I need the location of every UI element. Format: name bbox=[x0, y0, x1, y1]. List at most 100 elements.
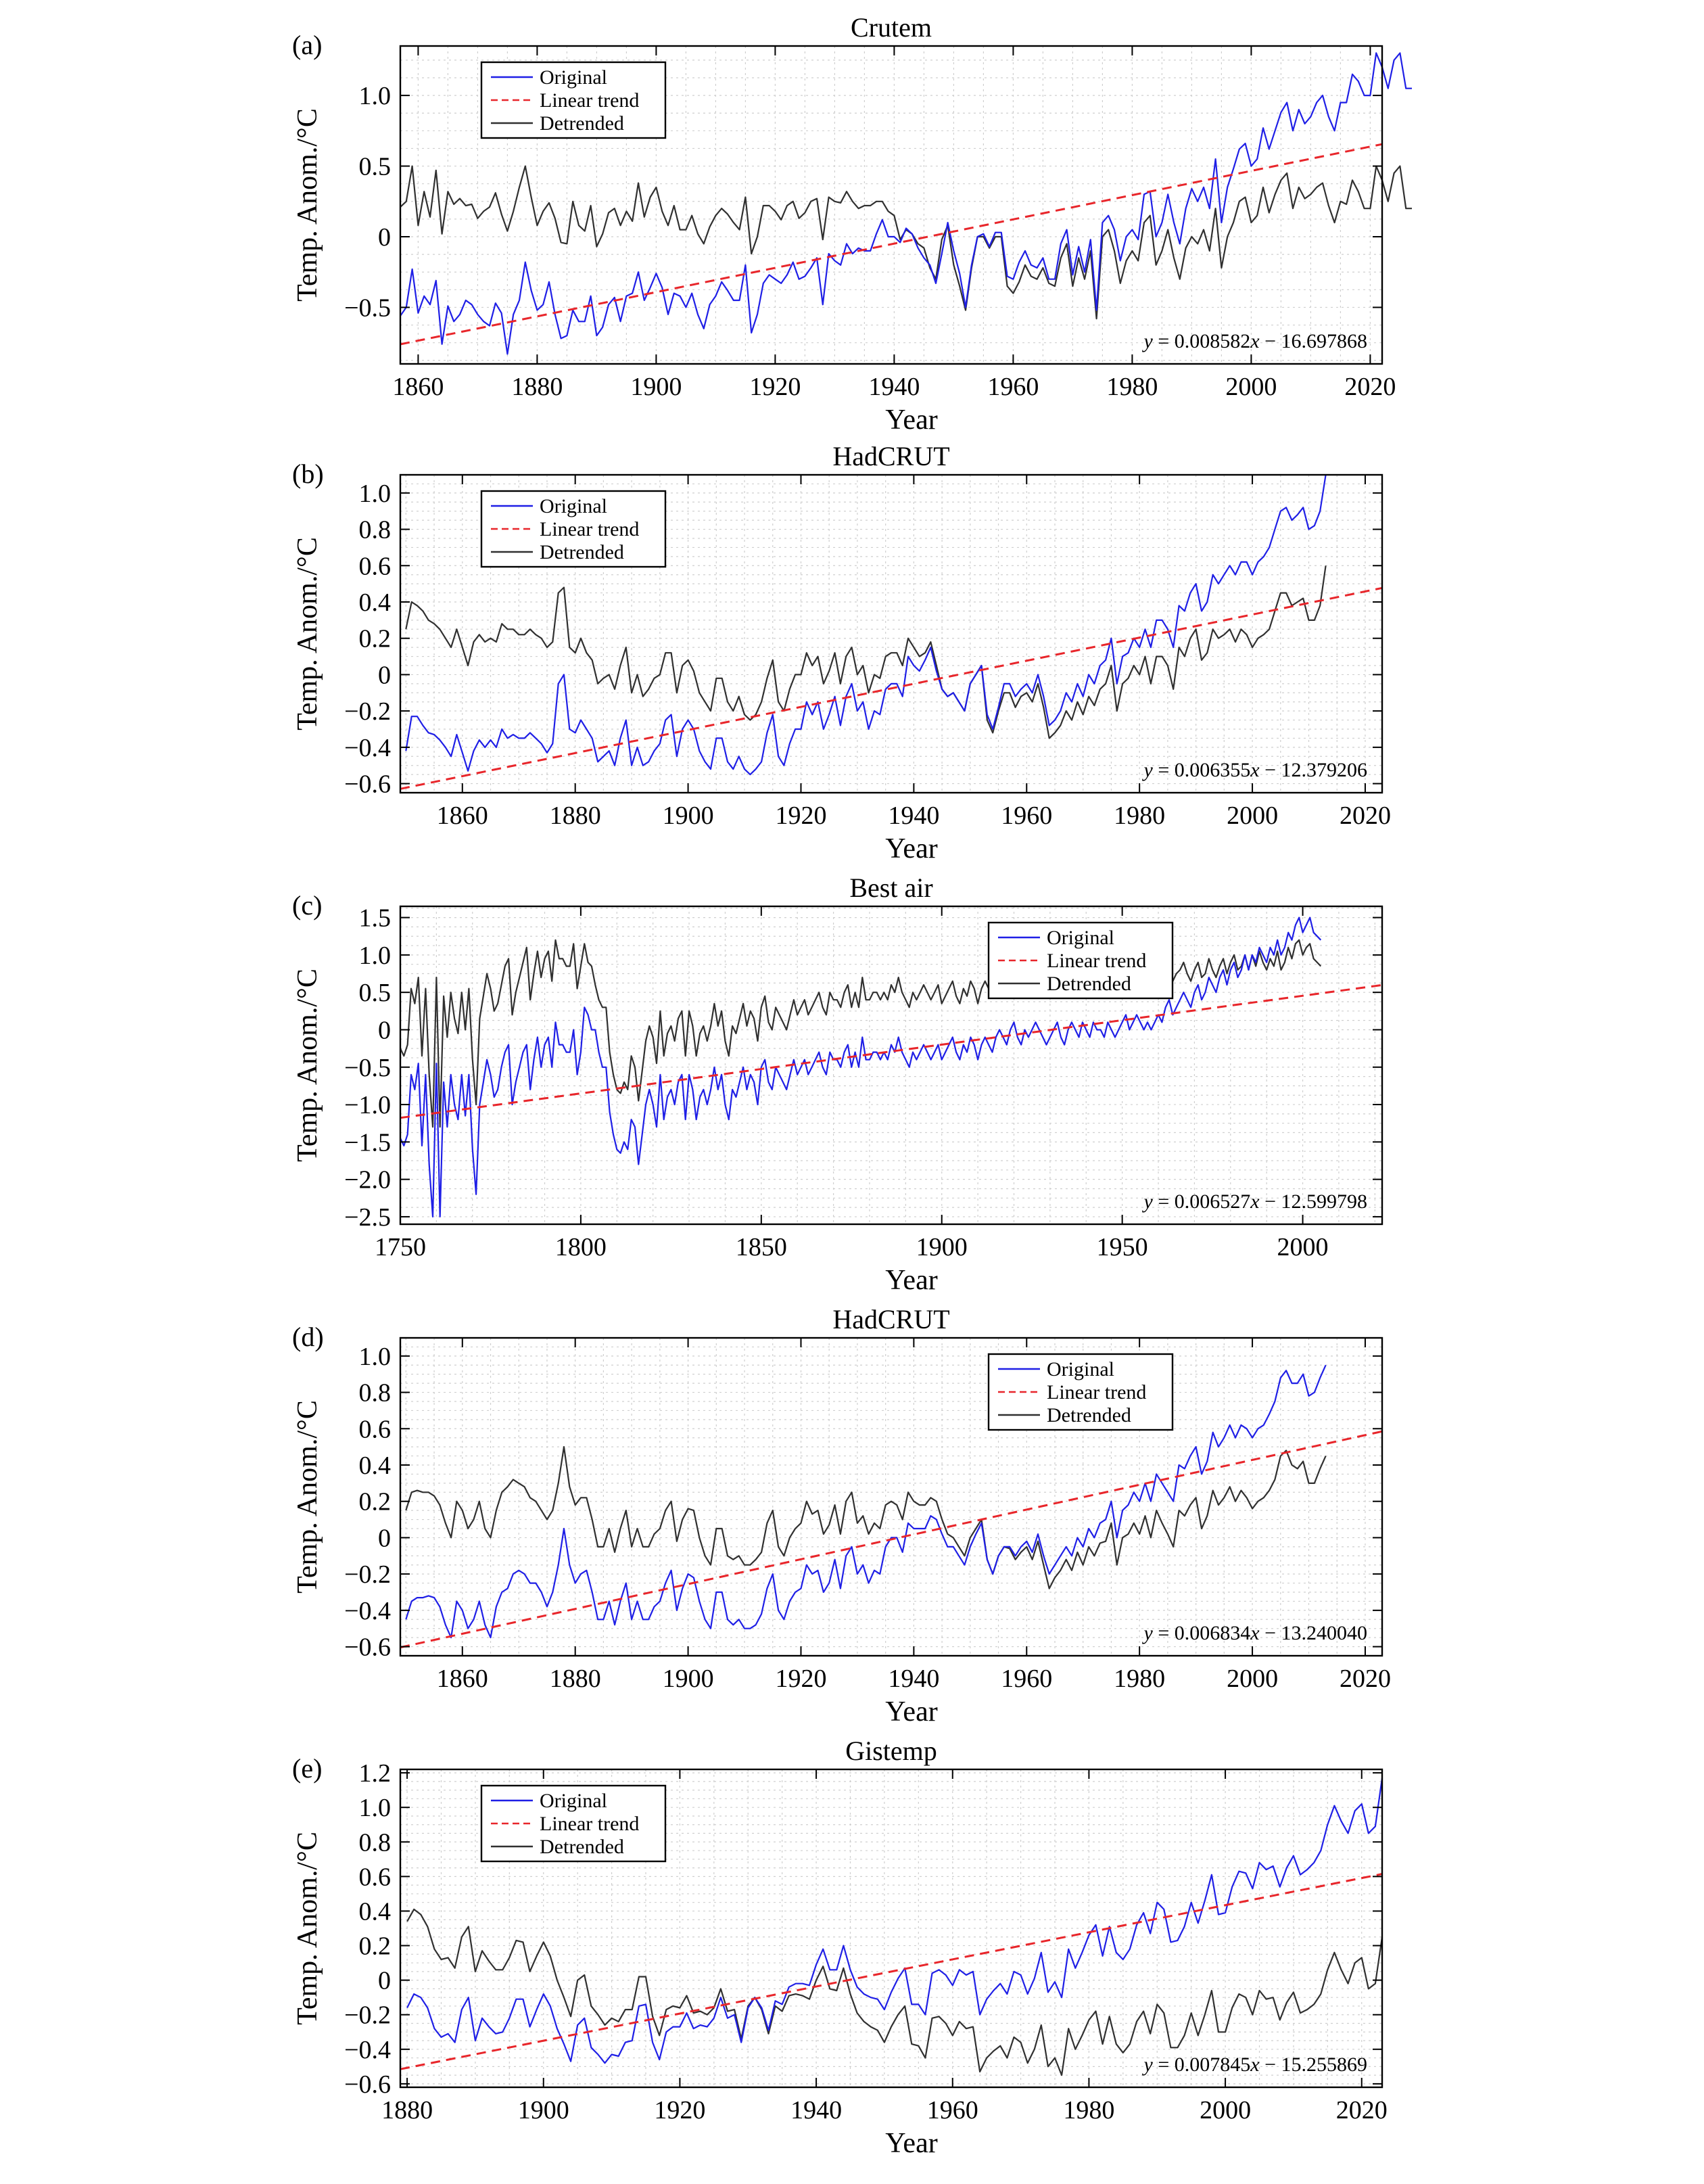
legend-entry: Detrended bbox=[1047, 1404, 1131, 1426]
x-tick-label: 2020 bbox=[1344, 373, 1396, 401]
trend-equation: y = 0.006355x − 12.379206 bbox=[1142, 759, 1368, 781]
x-axis-label: Year bbox=[885, 1696, 937, 1727]
panel-label: (c) bbox=[292, 890, 322, 921]
series-line-linear-trend bbox=[400, 983, 1383, 1119]
legend-entry: Linear trend bbox=[1047, 950, 1146, 972]
y-tick-label: 0.5 bbox=[359, 979, 392, 1007]
y-tick-label: 1.2 bbox=[359, 1759, 392, 1788]
x-tick-label: 1880 bbox=[381, 2096, 433, 2124]
series-line-linear-trend bbox=[400, 586, 1383, 790]
x-axis-label: Year bbox=[885, 404, 937, 436]
x-tick-label: 1960 bbox=[927, 2096, 978, 2124]
y-tick-label: −0.4 bbox=[344, 734, 391, 762]
x-tick-label: 1980 bbox=[1114, 801, 1165, 830]
y-tick-label: 0.4 bbox=[359, 1451, 392, 1480]
x-tick-label: 1850 bbox=[736, 1233, 787, 1261]
series-line-detrended bbox=[405, 1446, 1327, 1589]
eq-const: − 12.599798 bbox=[1260, 1190, 1367, 1213]
chart-title: Crutem bbox=[851, 12, 932, 43]
legend-entry: Linear trend bbox=[1047, 1381, 1146, 1403]
x-tick-label: 1960 bbox=[1001, 801, 1052, 830]
x-tick-label: 1980 bbox=[1114, 1665, 1165, 1693]
y-tick-label: −0.5 bbox=[344, 1054, 391, 1082]
y-tick-label: 0.6 bbox=[359, 1863, 392, 1891]
legend-entry: Original bbox=[540, 66, 607, 89]
legend-entry: Original bbox=[540, 495, 607, 517]
legend-entry: Detrended bbox=[540, 112, 624, 135]
plot-frame bbox=[399, 45, 1383, 365]
eq-coef: = 0.006355 bbox=[1153, 759, 1250, 781]
y-tick-label: 0.5 bbox=[359, 153, 392, 181]
legend-box bbox=[480, 1784, 667, 1863]
series-line-detrended bbox=[400, 939, 1322, 1128]
legend-box bbox=[987, 1353, 1174, 1431]
x-tick-label: 1900 bbox=[630, 373, 682, 401]
series-line-linear-trend bbox=[400, 143, 1383, 346]
y-tick-label: −2.5 bbox=[344, 1203, 391, 1232]
y-tick-label: 0 bbox=[378, 1524, 391, 1552]
x-tick-label: 2020 bbox=[1340, 1665, 1391, 1693]
x-tick-label: 1900 bbox=[518, 2096, 569, 2124]
y-tick-label: 0.4 bbox=[359, 1897, 392, 1926]
x-tick-label: 2020 bbox=[1336, 2096, 1388, 2124]
eq-y: y bbox=[1142, 2053, 1154, 2076]
x-tick-label: 1880 bbox=[550, 1665, 601, 1693]
y-tick-label: 0 bbox=[378, 1016, 391, 1044]
eq-coef: = 0.006527 bbox=[1153, 1190, 1250, 1213]
legend-entry: Linear trend bbox=[540, 518, 639, 540]
panel-label: (a) bbox=[292, 30, 322, 60]
eq-y: y bbox=[1142, 1190, 1154, 1213]
y-tick-label: 1.5 bbox=[359, 904, 392, 933]
legend-entry: Linear trend bbox=[540, 1813, 639, 1835]
x-tick-label: 1920 bbox=[775, 1665, 826, 1693]
y-tick-label: 0.6 bbox=[359, 1415, 392, 1443]
eq-coef: = 0.007845 bbox=[1153, 2053, 1250, 2076]
chart-title: Gistemp bbox=[845, 1736, 937, 1766]
y-axis-label: Temp. Anom./°C bbox=[292, 108, 323, 302]
x-tick-label: 1960 bbox=[987, 373, 1039, 401]
y-tick-label: 0.2 bbox=[359, 1932, 392, 1961]
series-line-original bbox=[400, 52, 1412, 355]
x-tick-label: 2000 bbox=[1200, 2096, 1251, 2124]
y-tick-label: −0.2 bbox=[344, 1560, 391, 1589]
x-tick-label: 1920 bbox=[749, 373, 801, 401]
eq-y: y bbox=[1142, 759, 1154, 781]
legend-box bbox=[987, 921, 1174, 1000]
y-tick-label: 0 bbox=[378, 661, 391, 689]
trend-equation: y = 0.007845x − 15.255869 bbox=[1142, 2053, 1368, 2076]
y-tick-label: 0 bbox=[378, 223, 391, 252]
y-tick-label: −0.2 bbox=[344, 2001, 391, 2030]
x-tick-label: 1940 bbox=[888, 1665, 939, 1693]
y-tick-label: −0.2 bbox=[344, 697, 391, 726]
y-tick-label: −2.0 bbox=[344, 1166, 391, 1194]
x-tick-label: 1860 bbox=[437, 1665, 488, 1693]
eq-const: − 16.697868 bbox=[1260, 330, 1367, 352]
x-axis-label: Year bbox=[885, 2128, 937, 2159]
eq-x: x bbox=[1250, 330, 1260, 352]
panel-label: (e) bbox=[292, 1753, 322, 1784]
x-tick-label: 1800 bbox=[555, 1233, 607, 1261]
y-tick-label: 0.4 bbox=[359, 588, 392, 617]
x-tick-label: 1940 bbox=[790, 2096, 842, 2124]
eq-const: − 15.255869 bbox=[1260, 2053, 1367, 2076]
eq-x: x bbox=[1250, 1190, 1260, 1213]
y-tick-label: −0.6 bbox=[344, 1633, 391, 1662]
trend-equation: y = 0.006527x − 12.599798 bbox=[1142, 1190, 1368, 1213]
y-tick-label: 0.2 bbox=[359, 625, 392, 653]
y-tick-label: 0.6 bbox=[359, 552, 392, 580]
x-tick-label: 2020 bbox=[1340, 801, 1391, 830]
chart-panel-5: 1880 1900 1920 1940 1960 1980 2000 2020 −0.6 −0.4… bbox=[292, 1736, 1388, 2159]
x-tick-label: 1980 bbox=[1063, 2096, 1114, 2124]
y-tick-label: 1.0 bbox=[359, 1794, 392, 1822]
eq-x: x bbox=[1250, 759, 1260, 781]
series-line-original bbox=[405, 474, 1327, 776]
x-tick-label: 1860 bbox=[392, 373, 444, 401]
chart-panel-2: 1860 1880 1900 1920 1940 1960 1980 2000 2020 −0.6… bbox=[292, 441, 1391, 864]
x-tick-label: 1950 bbox=[1097, 1233, 1148, 1261]
eq-x: x bbox=[1250, 2053, 1260, 2076]
y-tick-label: −0.4 bbox=[344, 2036, 391, 2064]
y-tick-label: −0.6 bbox=[344, 770, 391, 799]
x-tick-label: 1880 bbox=[550, 801, 601, 830]
